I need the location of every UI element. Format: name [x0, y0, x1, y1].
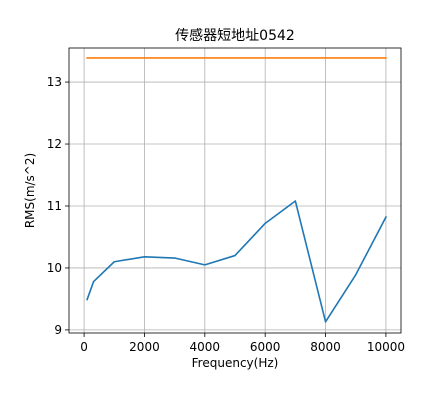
series-layer — [86, 57, 387, 323]
y-tick-label: 13 — [47, 75, 62, 89]
x-tick-label: 6000 — [250, 340, 281, 354]
x-axis-label: Frequency(Hz) — [192, 356, 279, 370]
x-tick-label: 8000 — [310, 340, 341, 354]
series-line-1 — [86, 200, 387, 323]
y-tick-label: 11 — [47, 199, 62, 213]
chart-title: 传感器短地址0542 — [175, 27, 295, 44]
y-axis-label: RMS(m/s^2) — [23, 153, 37, 228]
plot-frame — [68, 47, 402, 334]
y-tick-label: 12 — [47, 137, 62, 151]
ticks: 0 2000 4000 6000 8000 10000 9 10 11 12 13 — [47, 75, 405, 354]
y-tick-label: 9 — [54, 323, 62, 337]
x-tick-label: 4000 — [190, 340, 221, 354]
grid — [69, 48, 401, 333]
x-tick-label: 10000 — [367, 340, 405, 354]
x-tick-label: 2000 — [129, 340, 160, 354]
y-tick-label: 10 — [47, 261, 62, 275]
x-tick-label: 0 — [80, 340, 88, 354]
